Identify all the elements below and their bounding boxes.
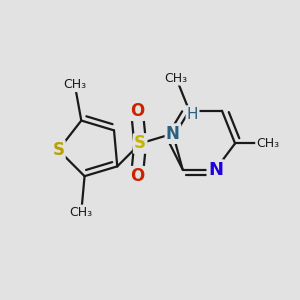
Text: O: O [130,102,144,120]
Text: CH₃: CH₃ [70,206,93,219]
Text: CH₃: CH₃ [63,78,86,91]
Text: S: S [134,134,146,152]
Text: H: H [187,106,198,122]
Text: N: N [166,124,180,142]
Text: S: S [52,141,64,159]
Text: CH₃: CH₃ [256,137,279,150]
Text: CH₃: CH₃ [165,71,188,85]
Text: N: N [208,160,223,178]
Text: O: O [130,167,144,185]
